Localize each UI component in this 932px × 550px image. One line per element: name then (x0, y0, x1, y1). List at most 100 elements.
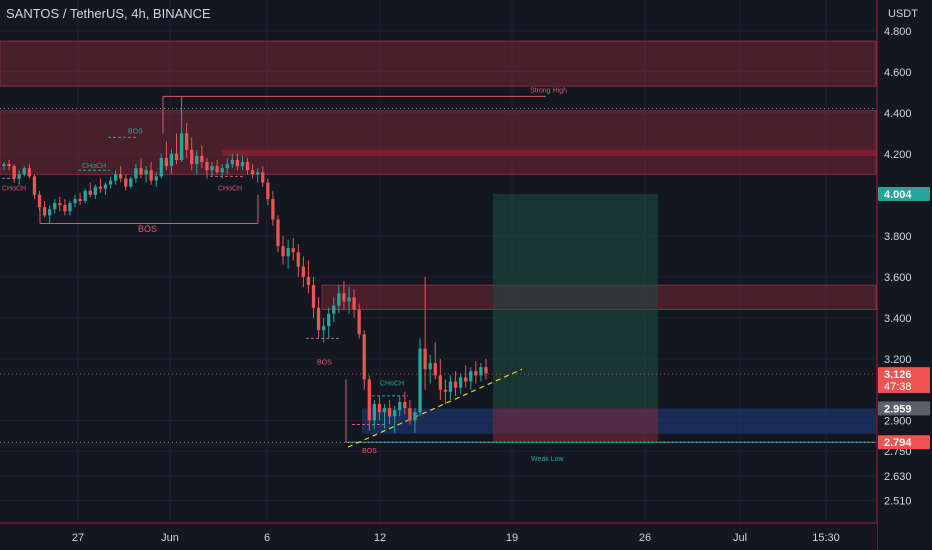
candle-body (286, 248, 290, 257)
annotation-label: Weak Low (531, 456, 564, 463)
candle-body (327, 313, 331, 327)
supply-zone-top (0, 40, 877, 87)
candle-body (93, 186, 97, 195)
y-tick-label: 3.800 (884, 231, 912, 243)
candle-body (174, 153, 179, 160)
candle-body (225, 164, 229, 169)
price-label-box (878, 367, 930, 394)
time-axis[interactable]: 27 Jun 6 12 19 26 Jul 15:30 (0, 522, 877, 550)
candle-body (195, 155, 199, 165)
candle-body (393, 410, 397, 417)
candle-body (438, 375, 442, 390)
annotation-label: CHoCH (380, 381, 404, 388)
candle-body (398, 401, 402, 411)
y-tick-label: 2.750 (884, 446, 912, 458)
candle-body (119, 174, 123, 179)
candle-body (7, 164, 11, 167)
price-label-box (878, 187, 930, 202)
candle-body (245, 162, 250, 171)
y-tick-label: 3.600 (884, 272, 912, 284)
x-tick-label: 12 (374, 532, 386, 544)
candle-body (17, 174, 21, 179)
candle-body (306, 276, 311, 286)
target-zone-green (493, 194, 658, 409)
candle-body (2, 164, 6, 167)
trend-line (347, 368, 523, 448)
candle-body (484, 367, 488, 374)
candle-body (185, 133, 189, 150)
candle-body (129, 178, 133, 187)
candle-body (32, 176, 37, 195)
candle-body (464, 377, 468, 382)
annotation-label: CHoCH (2, 185, 26, 192)
candle-body (377, 404, 382, 413)
candle-body (98, 186, 103, 189)
y-tick-label: 4.600 (884, 67, 912, 79)
candle-body (362, 334, 366, 380)
candle-body (215, 166, 219, 173)
annotation-label: BOS (128, 128, 143, 135)
x-tick-label: 19 (506, 532, 518, 544)
supply-zone-strip (222, 149, 876, 156)
price-label-box (878, 401, 930, 416)
y-tick-label: 2.510 (884, 495, 912, 507)
annotation-label: CHoCH (82, 163, 106, 170)
candle-body (235, 159, 240, 167)
candle-body (453, 381, 458, 388)
x-tick-label: Jul (733, 532, 747, 544)
candle-body (42, 207, 47, 216)
candle-body (164, 157, 169, 167)
price-axis[interactable]: USDT 4.800 4.600 4.400 4.200 3.800 3.600 3.400 3… (876, 0, 932, 550)
candle-body (418, 348, 422, 413)
price-axis-background (877, 0, 932, 550)
candle-body (281, 246, 285, 257)
candle-body (311, 285, 316, 308)
candle-body (103, 184, 108, 189)
candle-body (190, 149, 194, 165)
y-tick-label: 2.900 (884, 415, 912, 427)
annotations: Strong High BOS BOS CHoCH CHoCH CHoCH BOS CHoCH… (2, 87, 567, 463)
price-label-value: 3.126 (884, 369, 912, 381)
y-tick-label: 4.400 (884, 108, 912, 120)
candle-body (169, 153, 174, 167)
candle-body (179, 133, 184, 160)
candle-body (73, 198, 77, 204)
candle-body (124, 178, 128, 187)
x-tick-label: 6 (264, 532, 270, 544)
candle-body (144, 170, 148, 175)
price-label-value: 2.794 (884, 437, 912, 449)
candle-body (63, 205, 67, 212)
candle-body (58, 203, 62, 206)
candle-body (200, 155, 204, 163)
x-tick-label: 26 (639, 532, 651, 544)
candle-body (240, 162, 245, 167)
y-tick-label: 3.400 (884, 313, 912, 325)
candle-body (408, 408, 412, 421)
candle-body (413, 412, 417, 421)
candle-body (347, 297, 351, 302)
candle-body (321, 326, 326, 331)
candle-body (37, 194, 42, 208)
candle-body (108, 180, 113, 185)
annotation-label: BOS (138, 224, 157, 234)
candle-body (337, 293, 341, 306)
candle-body (276, 219, 280, 247)
candle-body (367, 379, 371, 421)
candle-body (458, 377, 463, 388)
candle-body (113, 174, 118, 181)
candle-body (301, 266, 305, 277)
candle-body (22, 168, 26, 175)
y-tick-label: 4.800 (884, 26, 912, 38)
candle-body (83, 190, 87, 201)
candle-body (332, 305, 336, 314)
candles (2, 96, 488, 433)
structure-lines (0, 95, 876, 448)
candle-body (88, 190, 92, 195)
candle-body (433, 363, 437, 376)
candle-body (316, 307, 321, 331)
candle-body (220, 168, 224, 173)
annotation-label: Strong High (530, 87, 567, 94)
stop-zone-red (493, 408, 658, 443)
